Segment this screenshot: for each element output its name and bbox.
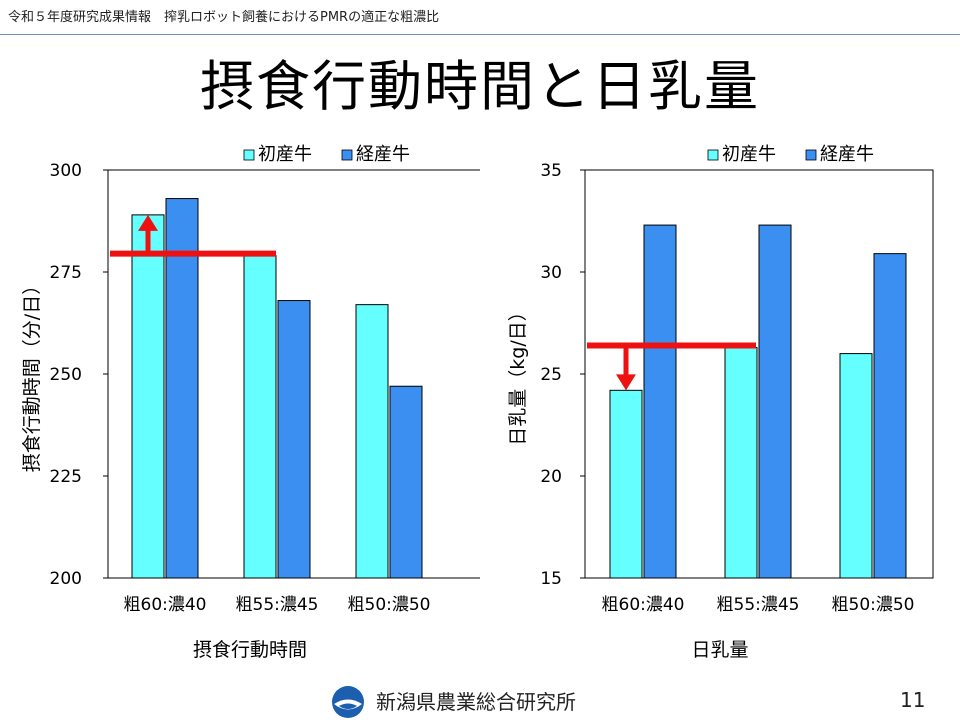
legend-swatch-multiparous [805,149,817,161]
y-tick-label: 30 [540,263,562,283]
y-axis-label: 摂食行動時間（分/日） [21,276,43,472]
institute-logo-icon [332,686,364,718]
y-axis-label: 日乳量（kg/日） [507,302,529,445]
category-label: 粗50:濃50 [832,595,915,615]
change-arrowhead [138,214,158,231]
y-tick-label: 15 [540,569,562,589]
chart-feeding-time: 200 225 250 275 300 摂食行動時間（分/日） 粗60:濃40 粗55:濃45… [21,144,480,661]
bar-primiparous [609,389,643,579]
y-tick-label: 225 [50,467,82,487]
y-tick-label: 25 [540,365,562,385]
legend-swatch-primiparous [243,149,255,161]
bar-multiparous [277,300,311,579]
bar-multiparous [643,224,677,579]
legend-swatch-primiparous [707,149,719,161]
chart-title: 日乳量 [691,639,748,661]
y-tick-label: 250 [50,365,82,385]
y-tick-label: 200 [50,569,82,589]
slide-header: 令和５年度研究成果情報 搾乳ロボット飼養におけるPMRの適正な粗濃比 [8,10,440,25]
organization-name: 新潟県農業総合研究所 [376,690,576,714]
page-number: 11 [900,688,926,712]
header-divider [0,34,960,35]
page-title: 摂食行動時間と日乳量 [200,55,760,118]
category-label: 粗55:濃45 [717,595,800,615]
bar-primiparous [839,353,873,579]
bar-multiparous [389,385,423,579]
legend-label: 経産牛 [356,144,410,165]
bar-primiparous [131,214,165,579]
y-tick-label: 275 [50,263,82,283]
bar-primiparous [724,346,758,579]
chart-title: 摂食行動時間 [193,639,307,661]
bar-primiparous [243,255,277,579]
y-tick-label: 300 [50,161,82,181]
bar-multiparous [165,198,199,579]
category-label: 粗50:濃50 [348,595,431,615]
bar-multiparous [873,253,907,579]
category-label: 粗60:濃40 [602,595,685,615]
y-tick-label: 35 [540,161,562,181]
category-label: 粗55:濃45 [236,595,319,615]
y-tick-label: 20 [540,467,562,487]
change-arrowhead [616,374,636,391]
chart-milk-yield: 15 20 25 30 35 日乳量（kg/日） 粗60:濃40 粗55:濃45 粗50:濃50… [507,144,934,661]
category-label: 粗60:濃40 [124,595,207,615]
legend-label: 初産牛 [258,144,312,165]
legend-swatch-multiparous [341,149,353,161]
bar-primiparous [355,304,389,579]
legend-label: 初産牛 [722,144,776,165]
bar-multiparous [758,224,792,579]
legend-label: 経産牛 [820,144,874,165]
